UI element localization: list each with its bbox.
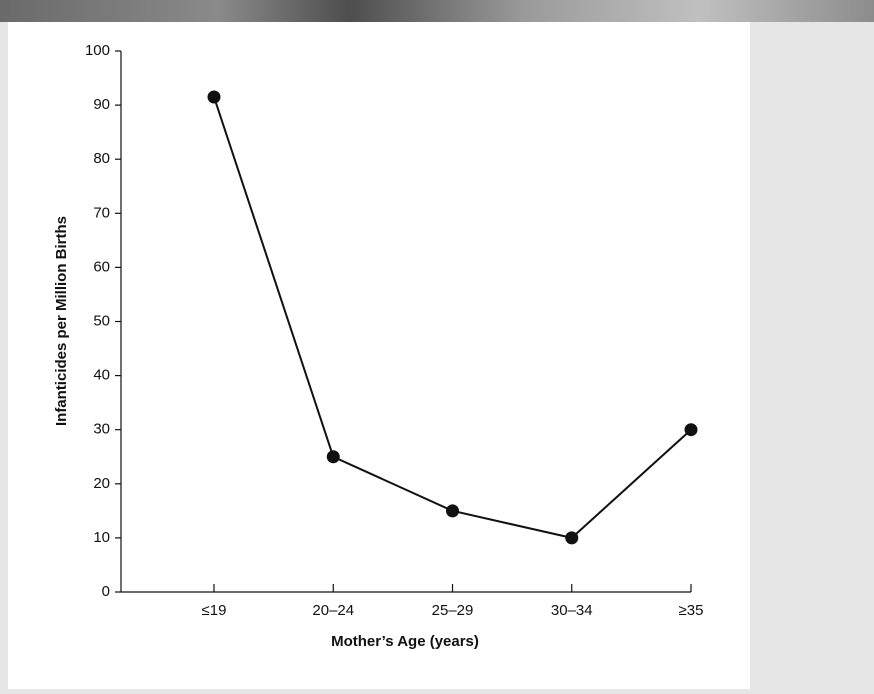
data-point [326, 450, 340, 464]
y-tick-label: 10 [93, 529, 110, 546]
y-tick-label: 30 [93, 421, 110, 438]
x-axis-title: Mother’s Age (years) [331, 633, 479, 650]
x-tick-label: ≥35 [679, 602, 704, 619]
x-tick-label: ≤19 [202, 602, 227, 619]
y-tick-label: 60 [93, 258, 110, 275]
x-tick-label: 20–24 [312, 602, 354, 619]
y-tick-label: 50 [93, 312, 110, 329]
y-tick-label: 100 [85, 42, 110, 59]
data-point [446, 504, 459, 518]
data-point [207, 90, 221, 104]
y-tick-label: 40 [93, 367, 110, 384]
y-tick-label: 20 [93, 475, 110, 492]
y-tick-label: 70 [93, 204, 110, 221]
x-tick-label: 25–29 [432, 602, 474, 619]
y-axis-title: Infanticides per Million Births [53, 216, 70, 426]
y-tick-label: 80 [93, 150, 110, 167]
content-panel [8, 22, 750, 689]
x-tick-label: 30–34 [551, 602, 593, 619]
data-point [565, 531, 579, 545]
banner-strip [0, 0, 874, 22]
y-tick-label: 90 [93, 96, 110, 113]
data-point [684, 423, 698, 437]
y-tick-label: 0 [102, 583, 110, 600]
